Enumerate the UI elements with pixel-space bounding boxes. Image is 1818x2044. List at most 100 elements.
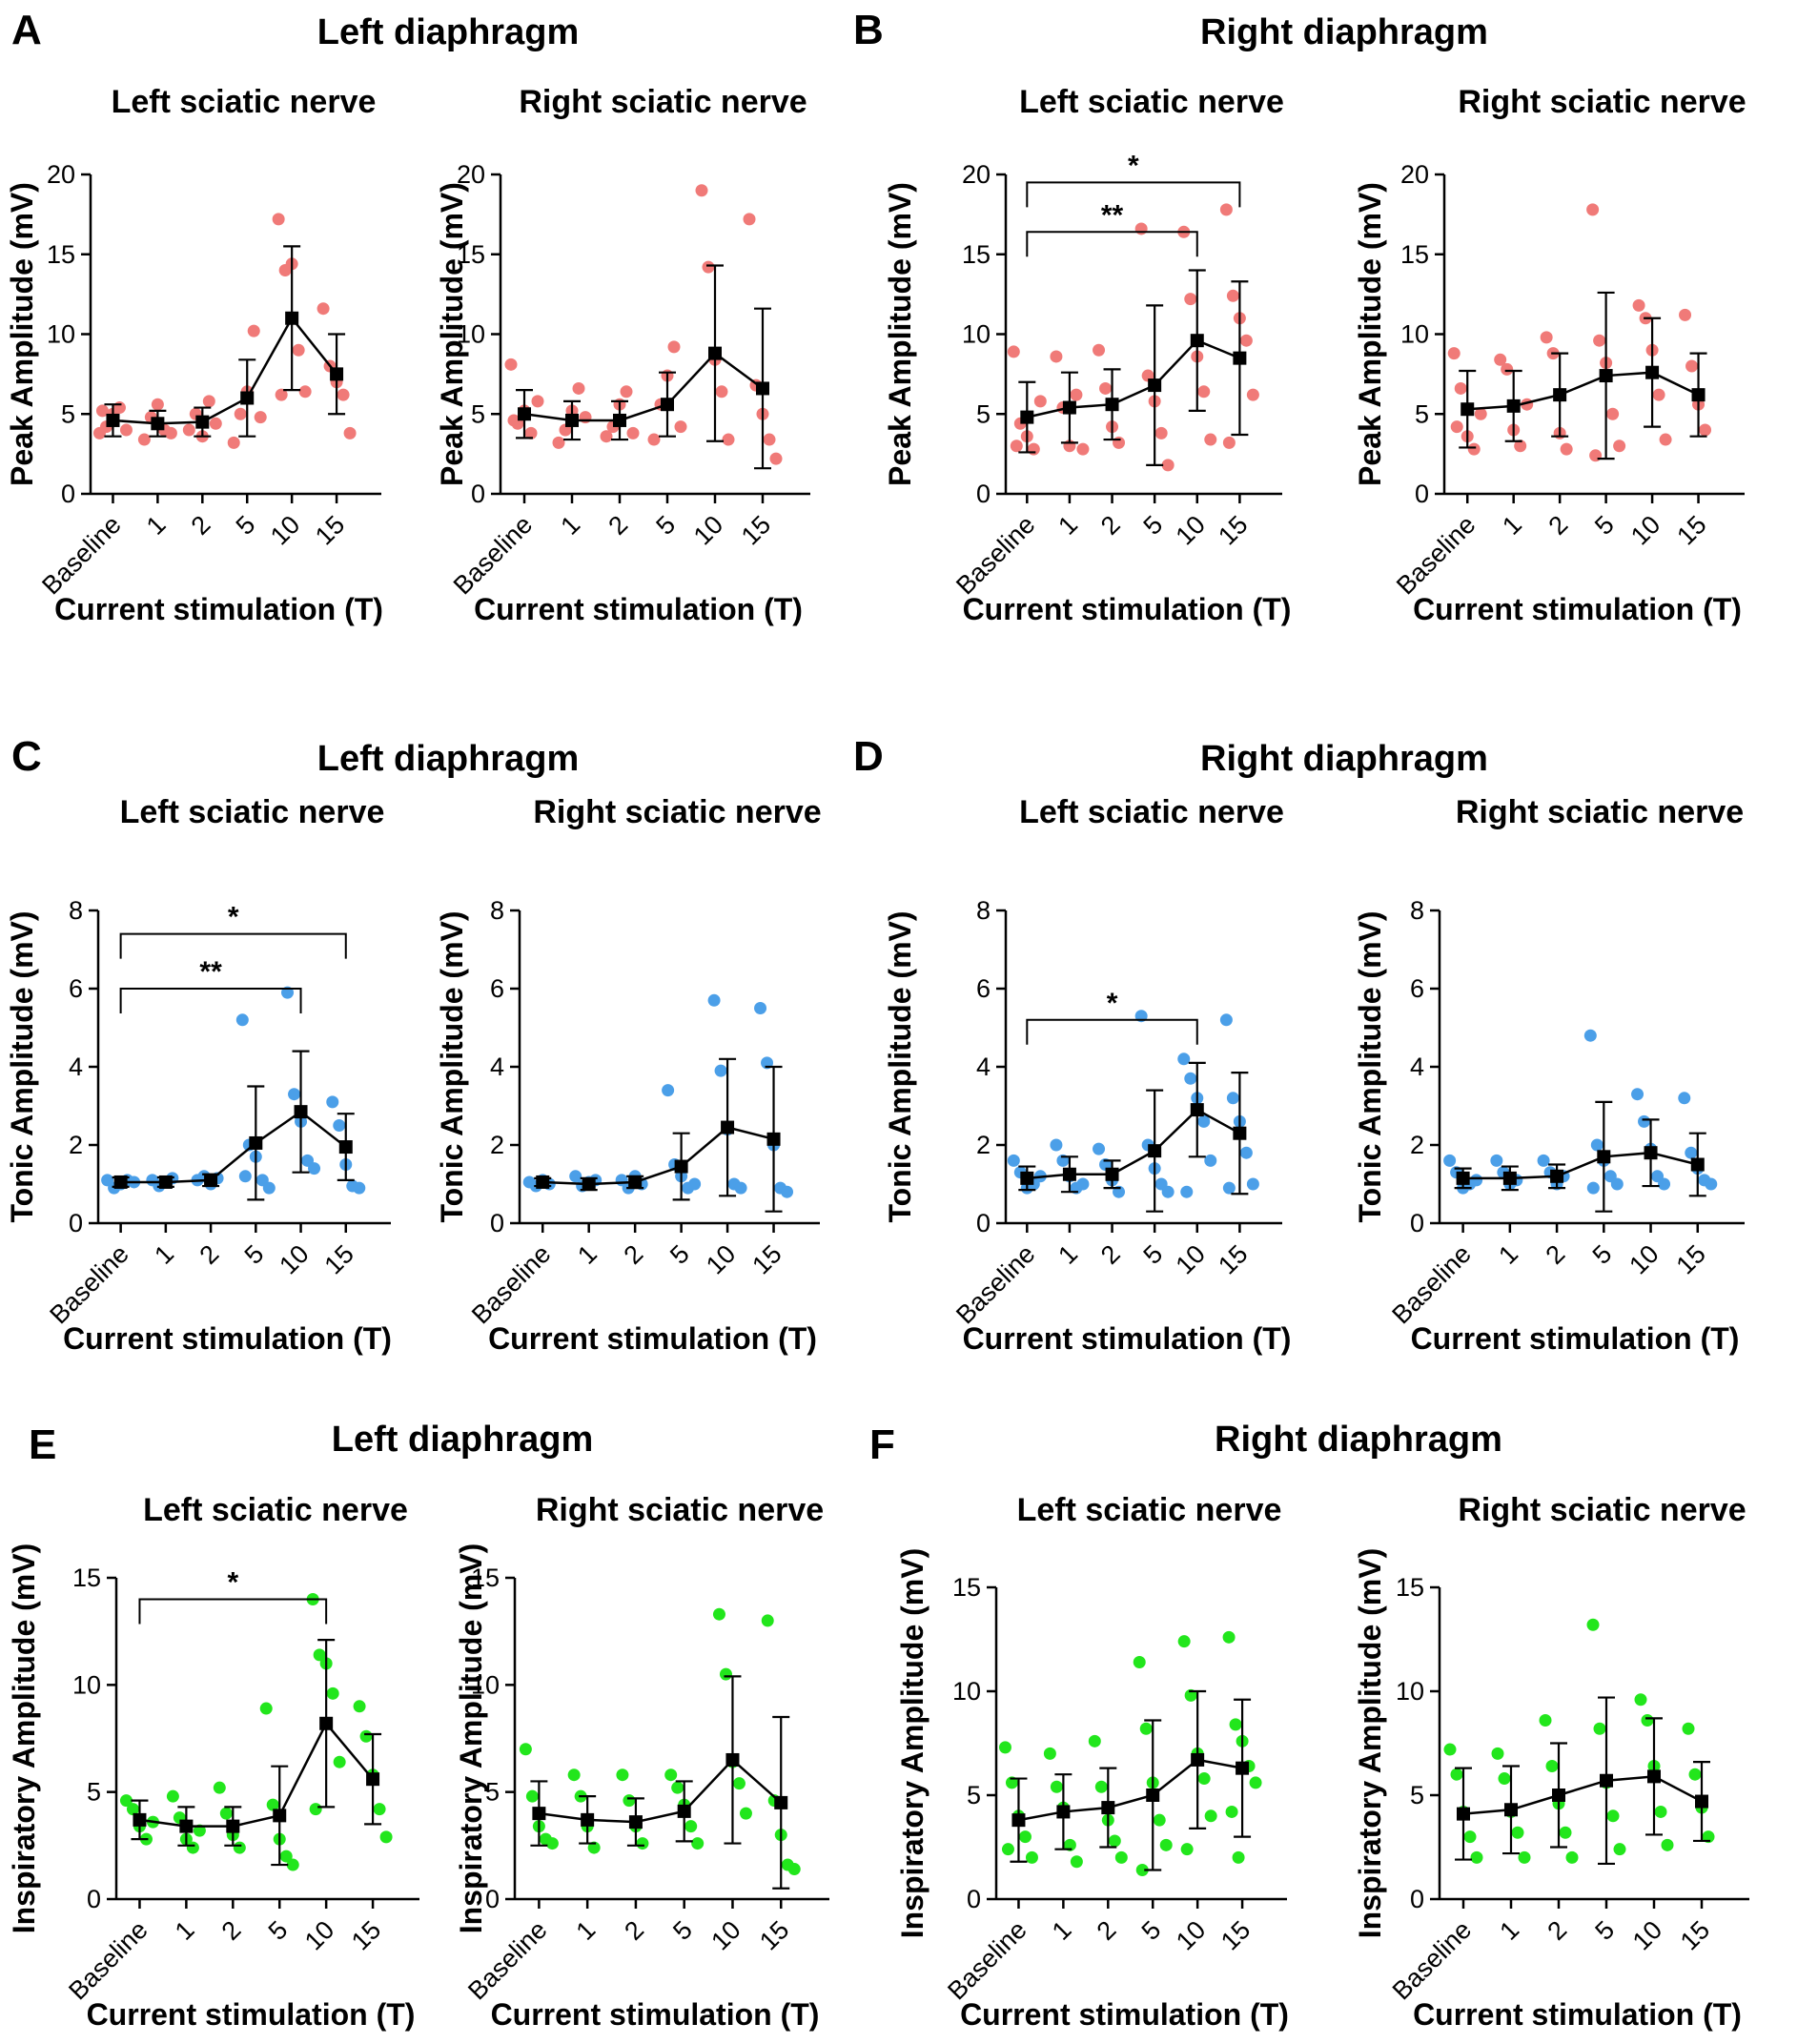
y-axis-label: Tonic Amplitude (mV) [1353, 910, 1387, 1222]
data-point [202, 395, 215, 408]
mean-marker [1236, 1761, 1250, 1775]
mean-line [1462, 1775, 1703, 1815]
x-axis-label: Current stimulation (T) [491, 1997, 820, 2032]
data-point [1153, 1813, 1166, 1827]
x-tick-label: 10 [1627, 1915, 1667, 1955]
x-axis-label: Current stimulation (T) [474, 592, 803, 626]
mean-line [539, 1758, 783, 1824]
data-point [1682, 1722, 1695, 1735]
data-point [1184, 293, 1197, 306]
x-tick-label: 1 [1047, 1915, 1077, 1946]
chart-subtitle: Right sciatic nerve [536, 1492, 824, 1528]
data-point [1688, 1768, 1702, 1781]
data-point [1632, 298, 1645, 312]
data-point [1007, 345, 1020, 358]
data-point [379, 1830, 393, 1844]
data-point [600, 430, 613, 443]
data-point [684, 1820, 698, 1833]
data-point [1498, 1772, 1511, 1786]
x-tick-label: Baseline [63, 1915, 153, 2005]
x-tick-label: 2 [1542, 1915, 1572, 1946]
significance-bracket [1026, 1018, 1198, 1045]
mean-marker [1062, 400, 1076, 415]
mean-marker [1597, 1150, 1611, 1164]
data-point [1135, 1863, 1149, 1876]
x-tick-label: 1 [170, 1915, 200, 1946]
data-point [1246, 388, 1259, 401]
mean-marker [1599, 369, 1613, 383]
x-tick-label: 10 [1171, 510, 1211, 550]
y-tick-label: 0 [471, 480, 485, 508]
data-point [313, 1648, 326, 1662]
data-point [1076, 1177, 1090, 1191]
data-point [1511, 1826, 1524, 1839]
mean-marker [113, 1175, 128, 1189]
x-tick-label: Baseline [942, 1915, 1032, 2005]
mean-marker [240, 391, 255, 405]
x-tick-label: 15 [319, 1239, 359, 1279]
data-point [1443, 1743, 1457, 1756]
data-point [337, 388, 350, 401]
chart-subtitle: Right sciatic nerve [1458, 1492, 1746, 1528]
significance-bracket [1026, 181, 1241, 208]
significance-label: * [228, 902, 239, 933]
mean-marker [721, 1120, 735, 1134]
x-tick-label: 15 [1675, 1915, 1715, 1955]
data-point [761, 1614, 774, 1627]
data-point [507, 414, 521, 427]
data-point [1589, 449, 1603, 462]
significance-label: * [1107, 988, 1118, 1019]
y-tick-label: 5 [471, 399, 485, 428]
data-point [292, 343, 305, 357]
data-point [1219, 203, 1233, 216]
chart-subtitle: Right sciatic nerve [1456, 794, 1744, 830]
data-point [1239, 334, 1253, 347]
data-point [1108, 1834, 1121, 1848]
data-point [1184, 1072, 1197, 1085]
x-tick-label: 10 [274, 1239, 314, 1279]
mean-marker [1020, 1171, 1034, 1185]
panel-letter: F [869, 1421, 895, 1468]
data-point [1226, 289, 1239, 302]
mean-marker [294, 1105, 308, 1119]
data-point [1204, 1154, 1217, 1167]
data-point [1454, 381, 1467, 395]
data-point [1705, 1177, 1718, 1191]
chart-subtitle: Left sciatic nerve [1019, 84, 1284, 120]
data-point [722, 433, 735, 446]
x-axis-label: Current stimulation (T) [1413, 1997, 1742, 2032]
y-tick-label: 10 [962, 320, 991, 349]
mean-marker [628, 1815, 643, 1829]
data-point [1050, 1138, 1063, 1152]
data-point [664, 1768, 678, 1782]
data-point [353, 1700, 366, 1713]
x-tick-label: 10 [1624, 1239, 1664, 1279]
y-tick-label: 10 [471, 1670, 500, 1699]
data-point [298, 385, 312, 399]
data-point [623, 1794, 636, 1808]
mean-marker [1105, 398, 1119, 412]
chart-subtitle: Left sciatic nerve [143, 1492, 408, 1528]
y-tick-label: 15 [471, 1564, 500, 1592]
data-point [1249, 1776, 1262, 1789]
data-point [1239, 1146, 1253, 1159]
mean-marker [1148, 1144, 1162, 1158]
mean-marker [1101, 1801, 1115, 1815]
x-tick-label: 2 [619, 1239, 649, 1270]
mean-marker [581, 1812, 595, 1827]
y-tick-label: 0 [69, 1209, 83, 1237]
y-tick-label: 6 [976, 974, 991, 1003]
data-point [1494, 353, 1507, 366]
y-tick-label: 0 [1415, 480, 1429, 508]
x-tick-label: 5 [650, 510, 681, 541]
panel-title: Right diaphragm [1200, 12, 1488, 52]
data-point [739, 1807, 752, 1820]
mean-marker [766, 1132, 781, 1146]
mean-marker [1645, 365, 1660, 379]
y-axis-label: Inspiratory Amplitude (mV) [7, 1543, 41, 1934]
mean-line [1027, 338, 1240, 419]
data-point [1606, 407, 1620, 420]
x-tick-label: 2 [216, 1915, 247, 1946]
